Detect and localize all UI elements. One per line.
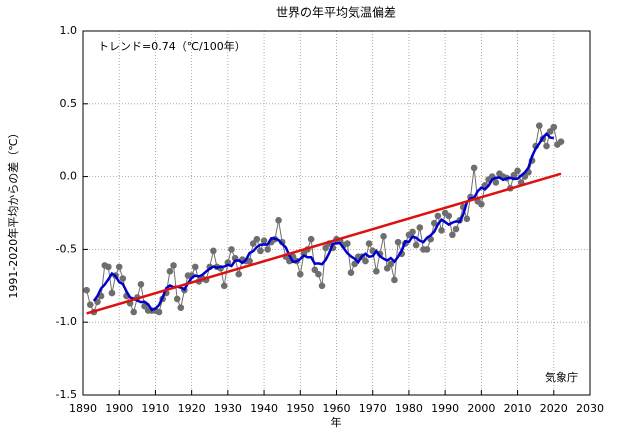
data-point: [257, 247, 264, 255]
data-point: [307, 235, 315, 243]
data-point: [119, 275, 127, 282]
y-tick-label: -0.5: [56, 242, 77, 255]
data-point: [253, 235, 261, 243]
data-point: [249, 240, 257, 247]
data-point: [130, 308, 137, 316]
data-point: [557, 138, 565, 145]
plot-frame: [82, 30, 591, 396]
trend-line: [86, 172, 562, 315]
data-point: [155, 308, 163, 316]
data-point: [315, 270, 322, 278]
data-point: [351, 260, 358, 268]
x-tick-label: 1890: [69, 402, 97, 415]
x-tick-label: 1950: [286, 402, 314, 415]
data-point: [137, 281, 145, 288]
y-tick-label: -1.5: [56, 388, 77, 401]
data-point: [86, 301, 94, 309]
x-tick-label: 1980: [395, 402, 423, 415]
data-point: [452, 225, 460, 233]
y-tick-label: -1.0: [56, 315, 77, 328]
data-point: [105, 263, 112, 271]
data-point: [412, 241, 420, 249]
data-point: [264, 246, 271, 253]
data-point: [543, 142, 550, 150]
x-axis-label: 年: [331, 415, 342, 429]
data-point: [423, 246, 431, 253]
annotation: トレンド=0.74（℃/100年）: [98, 39, 246, 53]
x-tick-label: 1920: [178, 402, 206, 415]
y-tick-label: 0.0: [60, 170, 78, 183]
y-tick-label: 0.5: [60, 97, 78, 110]
data-point: [322, 244, 329, 252]
x-tick-label: 1960: [323, 402, 351, 415]
data-point: [260, 237, 268, 244]
data-point: [550, 123, 558, 131]
data-point: [191, 263, 199, 271]
data-point: [470, 164, 478, 172]
data-point: [228, 246, 235, 253]
data-point: [173, 295, 181, 303]
data-point: [177, 304, 185, 311]
data-point: [115, 263, 123, 271]
data-point: [536, 122, 543, 129]
data-point: [246, 257, 253, 265]
data-point: [383, 265, 391, 272]
data-point: [510, 171, 518, 179]
data-point: [394, 238, 402, 246]
x-tick-label: 1940: [250, 402, 278, 415]
data-point: [492, 179, 500, 186]
x-tick-label: 1900: [105, 402, 133, 415]
data-point: [220, 282, 228, 290]
data-point: [430, 219, 438, 227]
x-tick-label: 1910: [141, 402, 169, 415]
x-tick-label: 2000: [467, 402, 495, 415]
series-line: [92, 131, 554, 312]
data-point: [210, 247, 217, 255]
data-point: [391, 276, 398, 284]
data-point: [362, 257, 369, 265]
data-point: [380, 232, 387, 240]
y-tick-label: 1.0: [60, 24, 78, 37]
data-point: [275, 216, 282, 224]
data-point: [170, 262, 177, 269]
data-point: [166, 267, 174, 275]
data-point: [318, 282, 326, 290]
data-point: [108, 289, 116, 297]
data-point: [434, 212, 442, 220]
data-point: [235, 270, 243, 278]
data-point: [365, 240, 373, 247]
source: 気象庁: [545, 370, 578, 384]
data-point: [478, 200, 485, 208]
x-tick-label: 1990: [431, 402, 459, 415]
data-point: [409, 228, 416, 236]
x-tick-label: 1970: [359, 402, 387, 415]
data-point: [296, 270, 304, 278]
data-point: [463, 215, 471, 223]
data-point: [546, 128, 554, 135]
chart-title: 世界の年平均気温偏差: [276, 5, 396, 20]
data-point: [514, 167, 521, 175]
data-point: [373, 267, 380, 275]
y-axis-label: 1991-2020年平均からの差（℃）: [6, 127, 20, 298]
data-point: [344, 240, 351, 247]
data-point: [445, 212, 453, 220]
data-point: [83, 286, 90, 294]
data-point: [387, 260, 395, 268]
x-tick-label: 1930: [214, 402, 242, 415]
x-tick-label: 2020: [540, 402, 568, 415]
data-point: [449, 231, 456, 239]
x-tick-label: 2010: [504, 402, 532, 415]
data-point: [438, 227, 445, 234]
data-point: [311, 266, 319, 274]
data-point: [347, 269, 355, 276]
data-point: [416, 224, 424, 231]
x-tick-label: 2030: [576, 402, 604, 415]
